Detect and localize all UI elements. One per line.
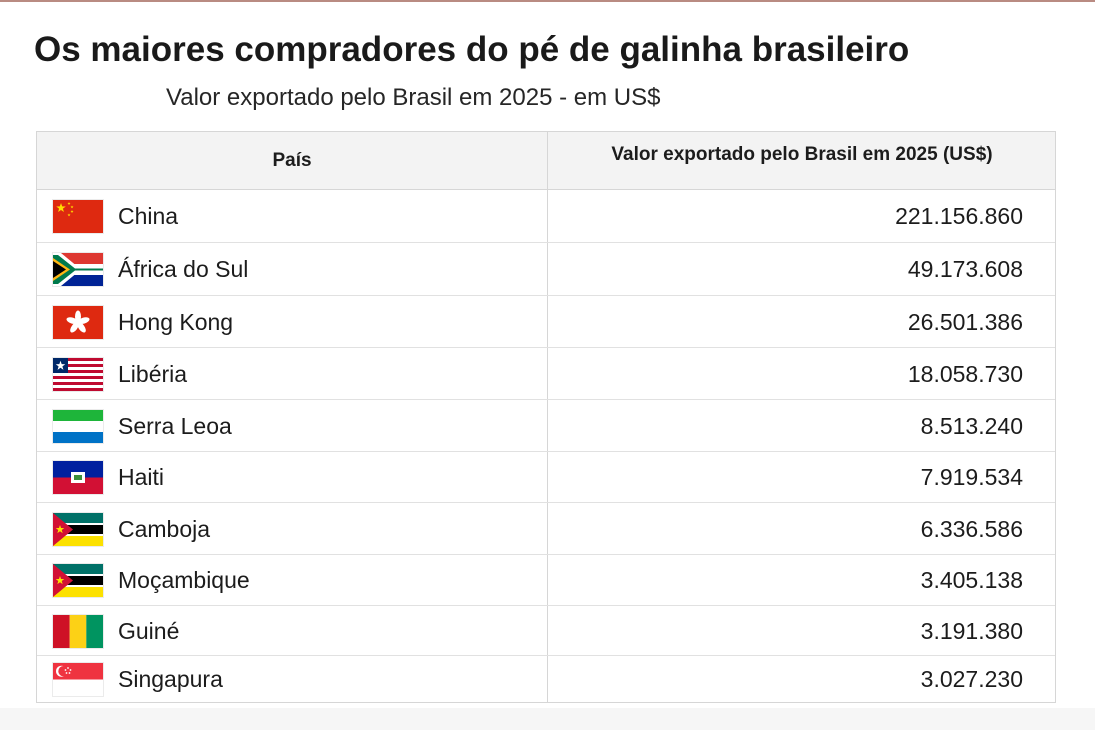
country-name: Serra Leoa: [118, 413, 232, 439]
country-name: Camboja: [118, 516, 211, 542]
table-row: Singapura 3.027.230: [37, 656, 1055, 702]
country-name: Guiné: [118, 618, 180, 644]
chart-subtitle: Valor exportado pelo Brasil em 2025 - em…: [166, 84, 661, 111]
country-name: Libéria: [118, 361, 188, 387]
haiti-flag-icon: [53, 461, 103, 494]
sierra-leone-flag-icon: [53, 410, 103, 443]
country-name: África do Sul: [118, 256, 249, 282]
table-row: África do Sul 49.173.608: [37, 243, 1055, 296]
export-value: 26.501.386: [907, 309, 1023, 335]
export-value: 49.173.608: [907, 256, 1023, 282]
column-header-value: Valor exportado pelo Brasil em 2025 (US$…: [611, 144, 993, 165]
guinea-flag-icon: [53, 615, 103, 648]
export-value: 18.058.730: [907, 361, 1023, 387]
export-value: 6.336.586: [920, 516, 1023, 542]
exports-table: País Valor exportado pelo Brasil em 2025…: [36, 131, 1056, 703]
table-row: Serra Leoa 8.513.240: [37, 400, 1055, 452]
liberia-flag-icon: [53, 358, 103, 391]
country-name: Haiti: [118, 464, 165, 490]
country-name: China: [118, 203, 179, 229]
export-value: 3.405.138: [920, 567, 1023, 593]
singapore-flag-icon: [53, 663, 103, 696]
country-name: Hong Kong: [118, 309, 234, 335]
column-header-country: País: [272, 150, 312, 171]
table-row: Hong Kong 26.501.386: [37, 296, 1055, 348]
export-value: 3.027.230: [920, 666, 1023, 692]
table-row: Moçambique 3.405.138: [37, 555, 1055, 606]
export-value: 8.513.240: [920, 413, 1023, 439]
country-name: Singapura: [118, 666, 223, 692]
table-row: Guiné 3.191.380: [37, 606, 1055, 656]
south-africa-flag-icon: [53, 253, 103, 286]
table-row: Libéria 18.058.730: [37, 348, 1055, 400]
mozambique-flag-icon: [53, 513, 103, 546]
china-flag-icon: [53, 200, 103, 233]
column-divider: [547, 132, 548, 702]
table-header: País Valor exportado pelo Brasil em 2025…: [37, 132, 1055, 190]
export-value: 3.191.380: [920, 618, 1023, 644]
export-value: 221.156.860: [895, 203, 1023, 229]
mozambique-flag-icon: [53, 564, 103, 597]
export-value: 7.919.534: [920, 464, 1023, 490]
country-name: Moçambique: [118, 567, 250, 593]
hong-kong-flag-icon: [53, 306, 103, 339]
bottom-band: [0, 708, 1095, 730]
top-accent-line: [0, 0, 1095, 2]
chart-title: Os maiores compradores do pé de galinha …: [34, 30, 910, 69]
table-row: Haiti 7.919.534: [37, 452, 1055, 503]
table-row: China 221.156.860: [37, 190, 1055, 243]
table-row: Camboja 6.336.586: [37, 503, 1055, 555]
